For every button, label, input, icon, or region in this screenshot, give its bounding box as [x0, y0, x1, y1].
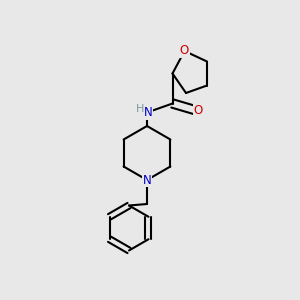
Text: N: N [144, 106, 153, 119]
Text: N: N [142, 173, 152, 187]
Text: O: O [180, 44, 189, 58]
Text: H: H [136, 104, 145, 115]
Text: O: O [194, 104, 202, 118]
